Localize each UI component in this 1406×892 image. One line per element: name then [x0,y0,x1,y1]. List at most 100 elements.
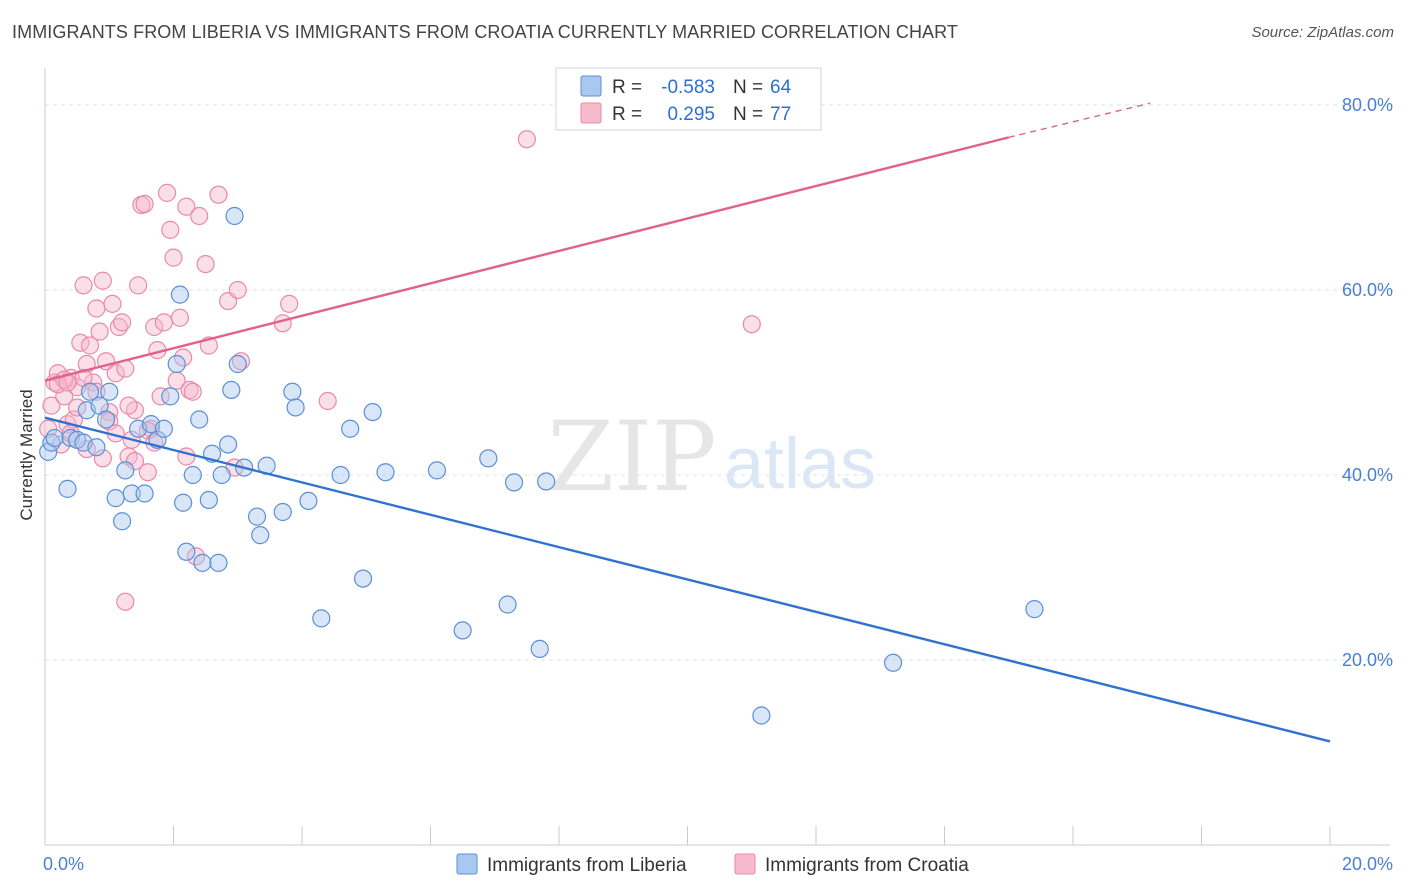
liberia-point [190,410,209,429]
croatia-point [87,382,106,401]
liberia-point [135,484,154,503]
y-tick-label: 40.0% [1342,465,1393,485]
liberia-point [167,354,186,374]
watermark: ZIP atlas [547,401,876,513]
liberia-point [353,569,373,588]
y-axis-label: Currently Married [17,389,36,520]
liberia-point [209,553,228,572]
liberia-point [122,484,141,503]
y-tick-labels: 20.0% 40.0% 60.0% 80.0% [1342,95,1393,670]
croatia-point [80,336,100,355]
y-tick-label: 60.0% [1342,280,1393,300]
croatia-point [517,130,536,149]
stats-legend-swatch-liberia [580,75,602,97]
croatia-point [119,396,138,415]
liberia-point [58,479,77,498]
croatia-point [116,592,135,611]
croatia-point [151,387,170,406]
croatia-point [87,299,106,318]
croatia-point [74,276,93,295]
y-tick-label: 20.0% [1342,650,1393,670]
stats-legend: R = -0.583 N = 64 R = 0.295 N = 77 [555,67,822,131]
croatia-point [145,317,164,337]
liberia-point [154,419,173,438]
stats-legend-n-label-croatia: N = [733,104,763,125]
liberia-point [45,428,64,448]
grid-lines [45,104,1393,661]
liberia-point [170,285,190,304]
liberia-point [453,621,472,640]
stats-legend-n-value-liberia: 64 [770,77,792,98]
croatia-point [280,294,299,313]
liberia-point [199,490,218,510]
y-tick-label: 80.0% [1342,95,1393,115]
liberia-point [1025,600,1044,619]
liberia-point [219,435,238,454]
croatia-point [42,396,61,415]
liberia-point [312,609,331,628]
croatia-point [129,276,148,295]
liberia-point [116,461,135,480]
croatia-point [157,183,177,202]
croatia-point [190,206,209,226]
liberia-point [100,382,119,401]
stats-legend-n-label-liberia: N = [733,77,763,98]
liberia-point [299,491,318,510]
stats-legend-r-value-liberia: -0.583 [661,77,715,98]
croatia-point [112,313,132,332]
liberia-trend-line [44,416,1331,743]
liberia-point [283,382,302,401]
liberia-point [212,465,231,485]
liberia-point [177,542,196,561]
croatia-point [161,220,180,239]
stats-legend-n-value-croatia: 77 [770,104,791,125]
croatia-point [209,185,228,204]
chart-title: IMMIGRANTS FROM LIBERIA VS IMMIGRANTS FR… [12,22,959,42]
liberia-point [498,595,517,614]
liberia-point [251,526,270,545]
stats-legend-swatch-croatia [580,102,602,124]
croatia-point [196,255,215,274]
croatia-point [318,391,337,411]
croatia-point [106,364,125,383]
croatia-point [138,463,157,482]
liberia-point [228,354,247,374]
croatia-point [135,194,154,214]
liberia-point [161,387,180,406]
liberia-point [530,639,549,659]
bottom-legend-swatch-liberia [456,853,478,875]
croatia-point [93,449,112,468]
bottom-legend-label-croatia: Immigrants from Croatia [765,855,969,876]
croatia-point [174,348,193,367]
x-ticks [44,826,1331,845]
croatia-point [231,352,251,371]
stats-legend-r-label-liberia: R = [612,77,642,98]
croatia-point [742,315,761,334]
liberia-points [39,206,1044,725]
liberia-point [225,206,244,226]
liberia-point [96,410,116,429]
croatia-point [170,308,190,327]
source-label: Source: ZipAtlas.com [1251,24,1394,41]
liberia-point [427,461,447,480]
croatia-point [183,382,202,401]
liberia-point [80,382,100,401]
croatia-point [180,380,199,399]
liberia-point [376,463,395,482]
trend-lines [44,102,1331,743]
liberia-point [286,398,305,417]
croatia-point [90,322,109,341]
liberia-point [273,502,292,522]
liberia-point [106,489,125,508]
stats-legend-r-value-croatia: 0.295 [667,104,715,125]
liberia-point [183,465,202,485]
liberia-point [222,380,241,399]
watermark-atlas: atlas [724,424,876,504]
liberia-point [752,706,771,725]
liberia-point [174,493,193,512]
liberia-point [504,473,524,492]
croatia-point [228,280,247,300]
axes [44,68,1390,846]
croatia-trend-extension [1008,102,1151,139]
